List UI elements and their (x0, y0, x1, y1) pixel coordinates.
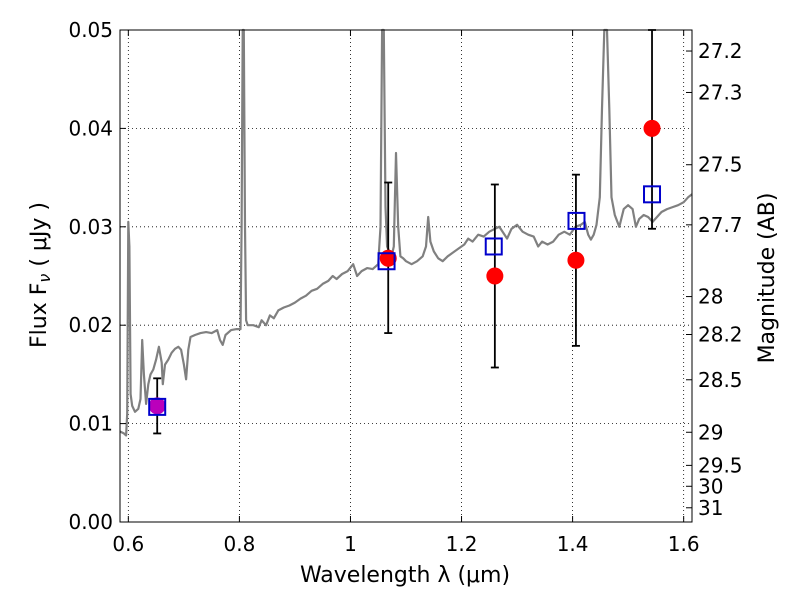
y2-tick-label: 28.5 (698, 368, 743, 392)
y-axis-label-text: Flux F (27, 283, 52, 348)
x-tick-label: 1.2 (446, 532, 478, 556)
x-tick-label: 0.8 (223, 532, 255, 556)
plot-frame (119, 29, 693, 523)
y2-tick-label: 28.2 (698, 323, 743, 347)
x-tick-label: 1.4 (557, 532, 589, 556)
y-tick-label: 0.00 (68, 510, 113, 534)
x-tick-label: 1 (344, 532, 357, 556)
y2-tick-label: 27.7 (698, 213, 743, 237)
y-tick-label: 0.01 (68, 412, 113, 436)
y2-tick-label: 31 (698, 496, 723, 520)
model-point (484, 237, 503, 256)
spectrum-series (119, 28, 693, 437)
model-point (148, 397, 167, 416)
observed-point (567, 251, 585, 269)
x-axis-label: Wavelength λ (μm) (300, 563, 510, 588)
y-tick-label: 0.02 (68, 313, 113, 337)
right-axis-label: Magnitude (AB) (755, 193, 780, 364)
model-point (377, 252, 396, 271)
spectrum-line (119, 28, 693, 437)
y2-tick-label: 29 (698, 420, 723, 444)
y2-tick-label: 27.5 (698, 153, 743, 177)
y2-tick-label: 28 (698, 285, 723, 309)
y2-tick-label: 27.3 (698, 80, 743, 104)
y2-tick-label: 27.2 (698, 39, 743, 63)
y-axis-label: Flux Fν ( μJy ) (27, 202, 54, 348)
y-tick-label: 0.05 (68, 18, 113, 42)
y-tick-label: 0.04 (68, 116, 113, 140)
observed-points (148, 119, 661, 415)
y-axis-label-subscript: ν (35, 274, 54, 283)
observed-point (486, 267, 504, 285)
model-point (567, 211, 586, 230)
observed-point (148, 397, 166, 415)
grid-lines (120, 29, 692, 523)
observed-point (643, 119, 661, 137)
y-tick-label: 0.03 (68, 215, 113, 239)
observed-point (379, 249, 397, 267)
x-tick-label: 1.6 (668, 532, 700, 556)
y2-tick-label: 30 (698, 474, 723, 498)
errorbars (153, 29, 657, 435)
model-point (643, 185, 662, 204)
y-axis-label-unit: ( μJy ) (27, 202, 52, 274)
y2-tick-label: 29.5 (698, 453, 743, 477)
axis-ticks: 0.6 0.8 1 1.2 1.4 1.6 0.00 0.01 0.02 0.03 0.04 0.05… (68, 18, 742, 556)
x-tick-label: 0.6 (112, 532, 144, 556)
model-points (148, 185, 662, 416)
